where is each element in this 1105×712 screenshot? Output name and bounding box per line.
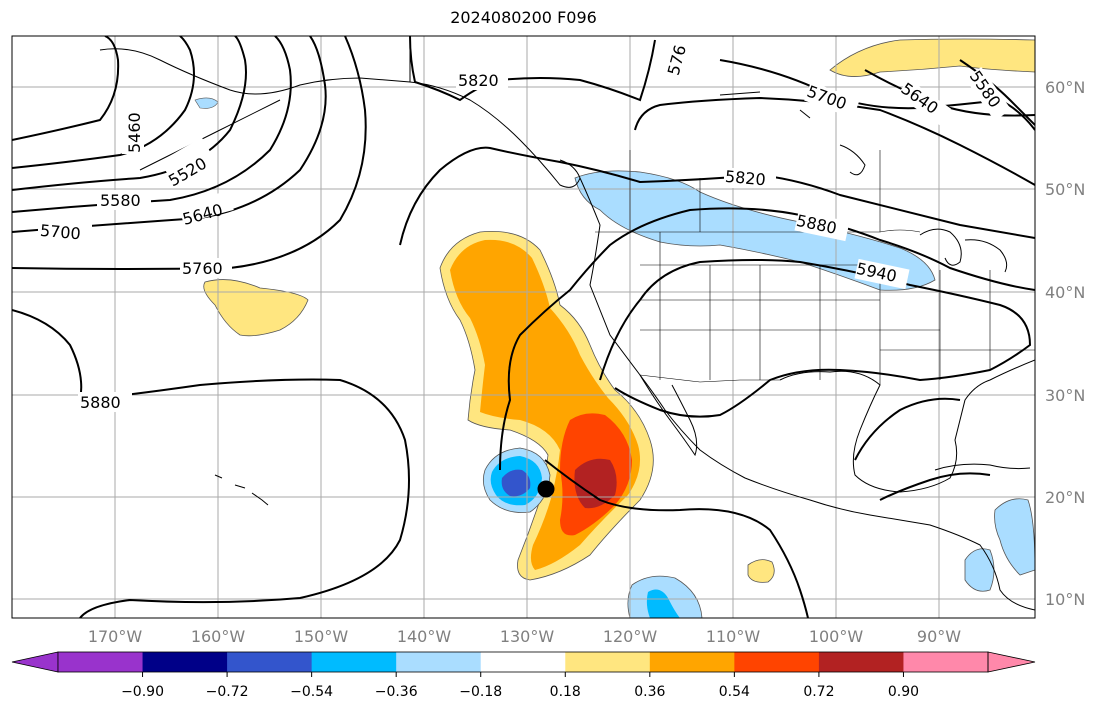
colorbar-tick-label: 0.54	[719, 684, 750, 700]
contour-label: 5700	[39, 221, 81, 243]
colorbar-segment	[734, 652, 820, 672]
anomaly-fill-positive-weak	[203, 279, 309, 337]
contour-label: 5820	[724, 167, 766, 189]
longitude-labels: 170°W 160°W 150°W 140°W 130°W 120°W 110°…	[88, 627, 961, 646]
colorbar-segment	[396, 652, 482, 672]
plot-title: 2024080200 F096	[450, 8, 597, 27]
colorbar-segment	[142, 652, 228, 672]
lat-label: 30°N	[1045, 386, 1085, 405]
colorbar-tick-label: −0.54	[290, 684, 333, 700]
contour-label: 5820	[458, 71, 499, 90]
anomaly-fill-positive-weak	[829, 38, 1035, 77]
lon-label: 120°W	[603, 627, 658, 646]
contour-label: 5880	[80, 393, 121, 412]
colorbar-tick-label: −0.72	[206, 684, 249, 700]
colorbar-segment	[227, 652, 313, 672]
colorbar-tick-label: 0.18	[550, 684, 581, 700]
lon-label: 150°W	[294, 627, 349, 646]
colorbar-segment	[480, 652, 566, 672]
colorbar-segment	[311, 652, 397, 672]
lon-label: 110°W	[706, 627, 761, 646]
lat-label: 50°N	[1045, 180, 1085, 199]
contour-label: 5460	[125, 112, 144, 153]
colorbar-frame	[57, 651, 989, 673]
colorbar-segment	[818, 652, 904, 672]
contour-label: 5580	[100, 191, 141, 210]
anomaly-fill-positive-very-strong	[574, 458, 617, 509]
lon-label: 160°W	[191, 627, 246, 646]
storm-center-dot	[537, 480, 555, 498]
lon-label: 170°W	[88, 627, 143, 646]
colorbar-tick-label: 0.90	[888, 684, 919, 700]
colorbar-tick-label: −0.90	[121, 684, 164, 700]
anomaly-fill-positive-weak	[747, 559, 775, 583]
colorbar-tick-label: 0.36	[634, 684, 665, 700]
map-gridlines	[12, 36, 1035, 618]
lon-label: 100°W	[809, 627, 864, 646]
lat-label: 10°N	[1045, 590, 1085, 609]
lat-label: 60°N	[1045, 78, 1085, 97]
colorbar-tick-label: −0.36	[375, 684, 418, 700]
colorbar-segment	[58, 652, 144, 672]
lon-label: 130°W	[500, 627, 555, 646]
anomaly-fill-negative-weak	[994, 498, 1035, 576]
colorbar-tick-label: 0.72	[803, 684, 834, 700]
colorbar-segment	[903, 652, 989, 672]
coastlines	[99, 36, 1035, 611]
lat-label: 40°N	[1045, 283, 1085, 302]
colorbar-segment	[649, 652, 735, 672]
lat-label: 20°N	[1045, 488, 1085, 507]
colorbar-extend-min	[11, 651, 59, 673]
lon-label: 90°W	[917, 627, 961, 646]
colorbar-extend-max	[987, 651, 1036, 673]
colorbar-tick-label: −0.18	[459, 684, 502, 700]
height-contours	[12, 36, 1035, 618]
anomaly-fill-negative-moderate	[646, 589, 680, 618]
contour-label: 5760	[182, 259, 223, 278]
map-frame	[11, 35, 1036, 619]
colorbar: −0.90 −0.72 −0.54 −0.36 −0.18 0.18 0.36 0.54 0.7…	[11, 651, 1036, 700]
anomaly-fill-negative-weak	[964, 548, 995, 592]
political-borders	[595, 150, 1035, 385]
lon-label: 140°W	[397, 627, 452, 646]
latitude-labels: 60°N 50°N 40°N 30°N 20°N 10°N	[1045, 78, 1085, 609]
anomaly-fill-negative-strong	[501, 469, 531, 497]
colorbar-segment	[565, 652, 651, 672]
